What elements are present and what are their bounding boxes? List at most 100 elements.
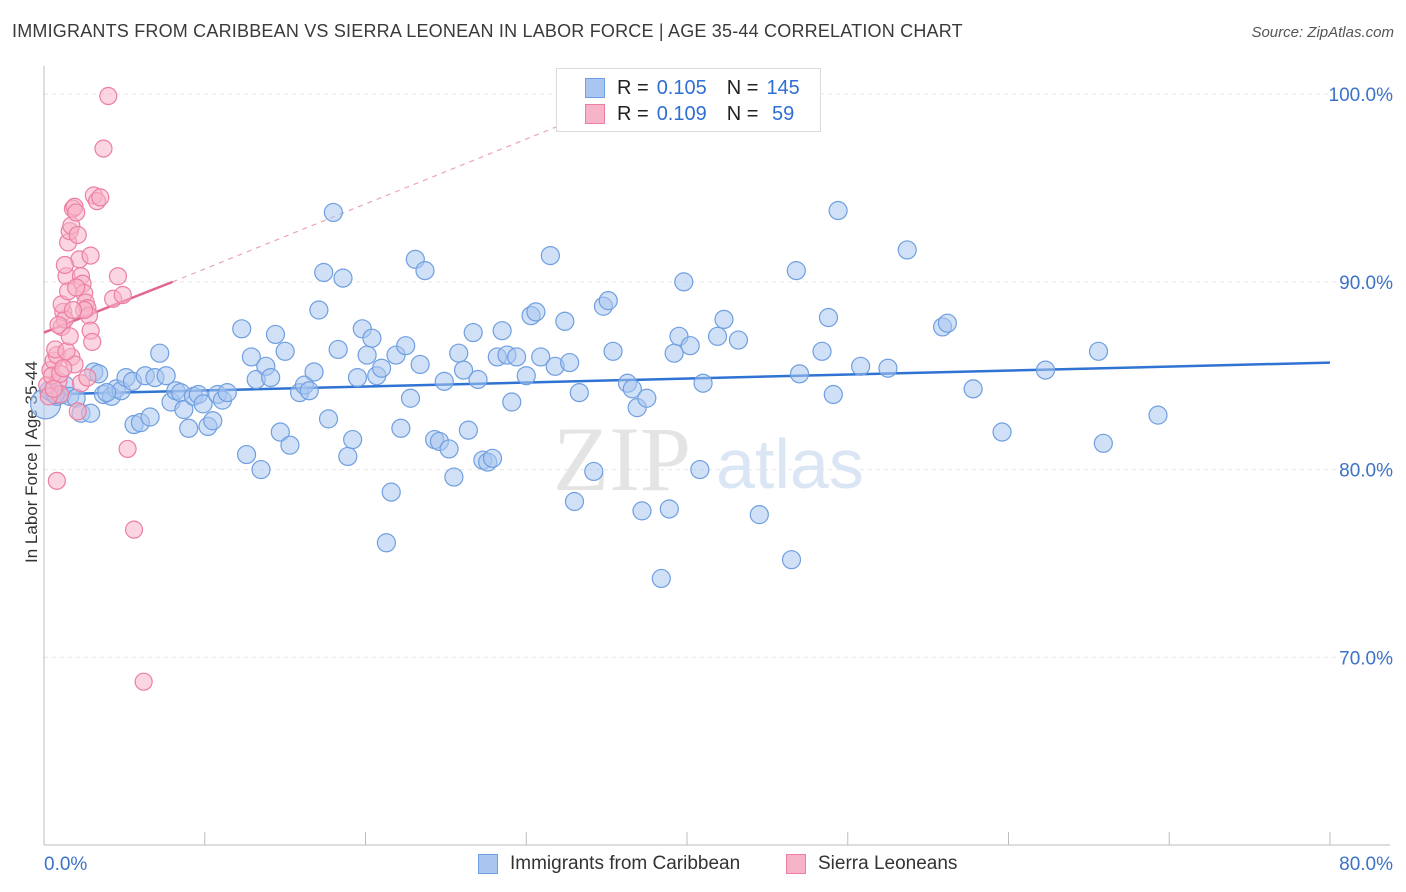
caribbean-point bbox=[851, 356, 871, 376]
caribbean-point bbox=[598, 291, 618, 311]
legend-n-value: 145 bbox=[766, 76, 800, 99]
caribbean-point bbox=[492, 321, 512, 341]
x-ticks bbox=[204, 832, 1331, 845]
sierra-leonean-point bbox=[113, 285, 132, 305]
caribbean-point bbox=[232, 319, 252, 339]
sierra-leonean-point bbox=[94, 139, 113, 158]
caribbean-point bbox=[516, 366, 536, 386]
caribbean-point bbox=[458, 420, 478, 440]
y-tick-label: 90.0% bbox=[1339, 273, 1393, 294]
y-tick-labels: 70.0% 80.0% 90.0% 100.0% bbox=[1329, 85, 1394, 669]
sierra-leonean-point bbox=[99, 86, 118, 106]
legend-n-label: N = bbox=[726, 76, 759, 99]
y-tick-label: 70.0% bbox=[1339, 648, 1393, 669]
caribbean-point bbox=[937, 313, 958, 333]
sierra-leonean-point bbox=[57, 342, 76, 361]
bottom-legend-caribbean[interactable]: Immigrants from Caribbean bbox=[478, 852, 740, 876]
caribbean-point bbox=[789, 364, 810, 384]
caribbean-point bbox=[280, 435, 300, 455]
sierra-leonean-point bbox=[47, 471, 66, 490]
bottom-legend-swatch-pink bbox=[786, 854, 806, 874]
caribbean-point bbox=[749, 505, 769, 525]
sierra-leonean-point bbox=[134, 672, 153, 691]
caribbean-point bbox=[564, 491, 585, 512]
caribbean-point bbox=[275, 341, 295, 361]
caribbean-point bbox=[309, 300, 329, 320]
caribbean-point bbox=[1088, 341, 1109, 361]
caribbean-point bbox=[690, 459, 710, 480]
caribbean-point bbox=[241, 347, 261, 367]
caribbean-point bbox=[651, 568, 671, 589]
caribbean-point bbox=[396, 336, 416, 356]
sierra-leonean-point bbox=[55, 255, 74, 275]
sierra-leonean-point bbox=[54, 359, 73, 378]
correlation-legend: R = 0.105 N = 145 R = 0.109 N = 59 bbox=[556, 68, 821, 132]
sierra-leonean-point bbox=[78, 368, 97, 387]
caribbean-point bbox=[328, 339, 348, 360]
caribbean-point bbox=[371, 358, 392, 378]
chart-title: IMMIGRANTS FROM CARIBBEAN VS SIERRA LEON… bbox=[12, 21, 963, 41]
caribbean-point bbox=[781, 550, 802, 570]
x-tick-label-min: 0.0% bbox=[44, 854, 87, 875]
caribbean-point bbox=[376, 533, 396, 553]
sierra-leonean-point bbox=[60, 327, 79, 346]
caribbean-point bbox=[304, 362, 324, 382]
caribbean-point bbox=[992, 422, 1012, 442]
caribbean-trend-line bbox=[43, 361, 1331, 396]
caribbean-point bbox=[203, 411, 223, 431]
watermark: ZIP atlas bbox=[553, 408, 864, 510]
caribbean-point bbox=[622, 379, 642, 399]
caribbean-point bbox=[1093, 433, 1113, 453]
caribbean-point bbox=[664, 343, 684, 363]
sierra-leonean-point bbox=[44, 379, 63, 398]
sierra-leonean-point bbox=[67, 278, 86, 297]
caribbean-point bbox=[707, 326, 728, 346]
caribbean-point bbox=[236, 444, 257, 465]
sierra-leonean-point bbox=[63, 300, 83, 320]
caribbean-point bbox=[140, 407, 160, 427]
caribbean-point bbox=[584, 461, 604, 482]
gridlines bbox=[44, 93, 1390, 658]
sierra-leonean-trend-extension bbox=[172, 125, 559, 283]
caribbean-point bbox=[693, 373, 713, 393]
caribbean-point bbox=[540, 245, 560, 266]
sierra-leonean-point bbox=[91, 188, 110, 207]
caribbean-point bbox=[174, 399, 194, 420]
caribbean-point bbox=[217, 383, 237, 403]
caribbean-point bbox=[674, 272, 694, 292]
caribbean-point bbox=[603, 341, 623, 361]
caribbean-point bbox=[812, 341, 832, 361]
caribbean-point bbox=[150, 343, 170, 363]
caribbean-point bbox=[453, 360, 474, 380]
caribbean-point bbox=[434, 371, 454, 391]
caribbean-point bbox=[560, 352, 580, 373]
legend-r-value: 0.109 bbox=[656, 102, 707, 125]
legend-r-label: R = bbox=[617, 76, 649, 99]
sierra-leonean-point bbox=[67, 203, 86, 222]
caribbean-point bbox=[338, 446, 358, 467]
caribbean-point bbox=[439, 439, 459, 459]
bottom-legend-sierra-leonean[interactable]: Sierra Leoneans bbox=[786, 852, 957, 876]
legend-swatch-blue bbox=[585, 78, 605, 98]
caribbean-point bbox=[343, 429, 363, 450]
sierra-leonean-point bbox=[83, 332, 102, 352]
legend-r-label: R = bbox=[617, 102, 649, 125]
y-tick-label: 80.0% bbox=[1339, 461, 1393, 482]
sierra-leonean-point bbox=[81, 246, 100, 265]
caribbean-point bbox=[333, 268, 353, 288]
sierra-leonean-point bbox=[49, 315, 68, 335]
x-tick-labels: 0.0% 80.0% bbox=[44, 854, 1393, 875]
caribbean-point bbox=[314, 262, 334, 283]
caribbean-point bbox=[1148, 405, 1168, 425]
bottom-legend-swatch-blue bbox=[478, 854, 498, 874]
legend-row-caribbean: R = 0.105 N = 145 bbox=[585, 77, 800, 99]
caribbean-point bbox=[632, 501, 652, 521]
x-tick-label-max: 80.0% bbox=[1339, 854, 1393, 875]
legend-swatch-pink bbox=[585, 104, 605, 124]
sierra-leonean-point bbox=[68, 225, 87, 245]
caribbean-point bbox=[526, 302, 546, 322]
caribbean-point bbox=[400, 388, 421, 408]
caribbean-point bbox=[897, 240, 917, 260]
caribbean-point bbox=[362, 328, 382, 348]
watermark-atlas: atlas bbox=[716, 425, 864, 503]
